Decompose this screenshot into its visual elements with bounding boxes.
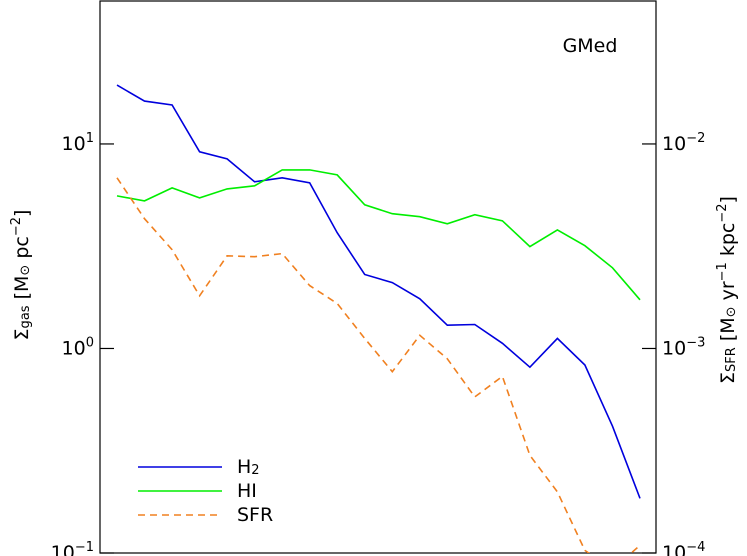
annotation: GMed	[563, 35, 618, 57]
y2-tick-label: 10−3	[662, 335, 705, 359]
y-axis-label: Σgas [M⊙ pc−2]	[9, 210, 33, 341]
y2-tick-label: 10−2	[662, 131, 705, 155]
legend-label: HI	[237, 480, 257, 502]
y2-axis-label: ΣSFR [M⊙ yr−1 kpc−2]	[715, 196, 739, 384]
y-tick-label: 100	[62, 335, 94, 359]
plot-frame	[99, 0, 657, 554]
y2-tick-label: 10−4	[662, 540, 705, 556]
y-tick-label: 10−1	[51, 540, 94, 556]
series-line	[116, 84, 641, 499]
legend-label: H2	[237, 456, 260, 478]
series-line	[116, 169, 641, 301]
y-tick-label: 101	[62, 131, 94, 155]
plot-area	[116, 84, 641, 553]
legend-label: SFR	[237, 504, 273, 526]
series-line	[116, 177, 641, 553]
